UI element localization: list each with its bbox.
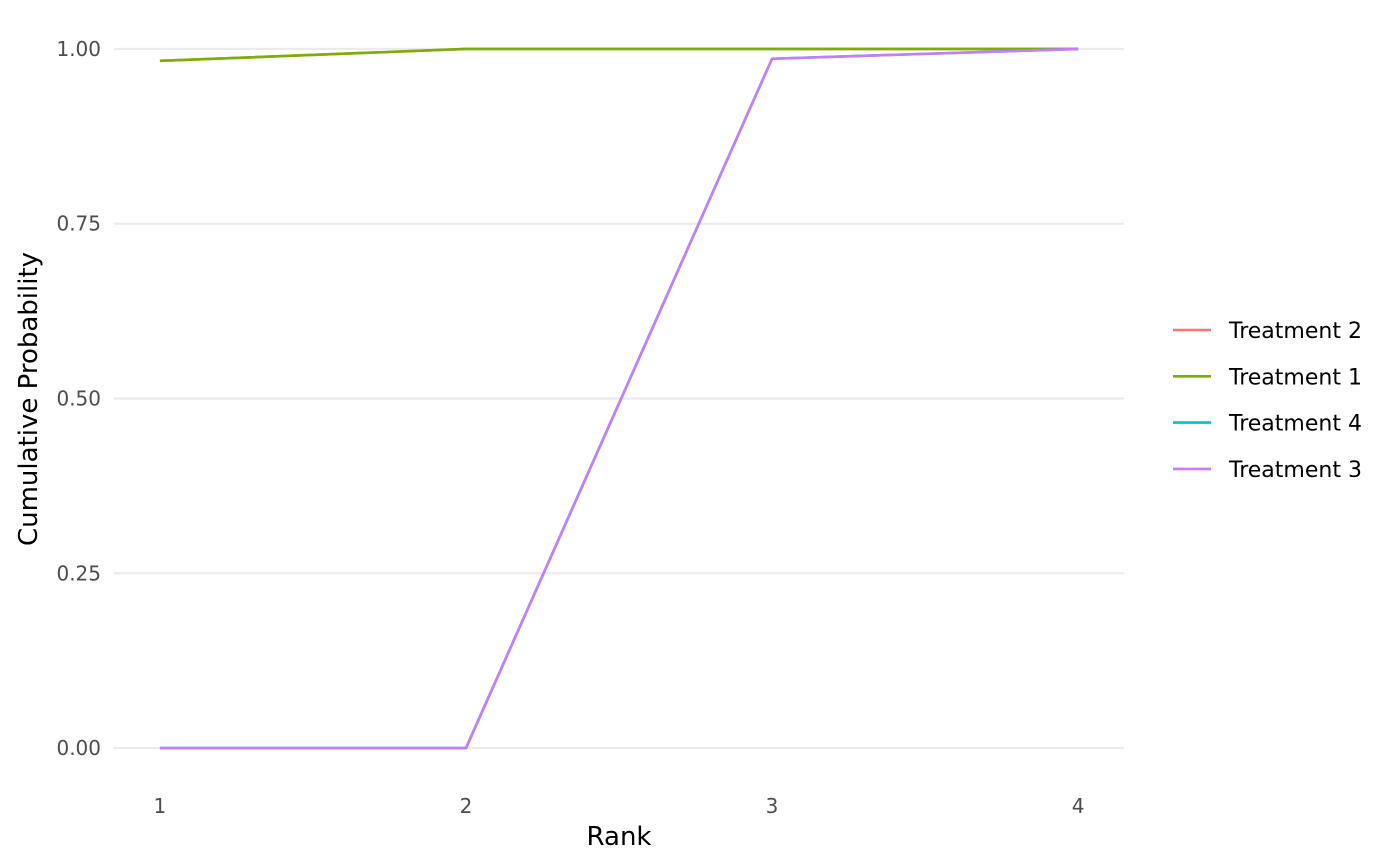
y-tick-label: 0.75: [56, 212, 101, 236]
series-treatment-3: [159, 47, 1079, 750]
legend-label: Treatment 3: [1228, 458, 1362, 483]
x-tick-label: 4: [1072, 794, 1085, 818]
legend-item: Treatment 2: [1173, 319, 1362, 344]
gridlines: [114, 47, 1124, 750]
legend-item: Treatment 1: [1173, 365, 1362, 390]
x-tick-label: 2: [460, 794, 473, 818]
legend-label: Treatment 4: [1228, 412, 1362, 437]
series-line: [159, 47, 1079, 63]
y-tick-label: 0.50: [56, 387, 101, 411]
y-axis-ticks: 0.00 0.25 0.50 0.75 1.00: [56, 37, 101, 760]
legend-item: Treatment 3: [1173, 458, 1362, 483]
legend-label: Treatment 1: [1228, 365, 1362, 390]
y-tick-label: 1.00: [56, 37, 101, 61]
series-lines: [159, 47, 1079, 750]
series-line: [159, 47, 1079, 750]
x-axis-ticks: 1 2 3 4: [154, 794, 1085, 818]
series-treatment-1: [159, 47, 1079, 63]
legend-item: Treatment 4: [1173, 412, 1362, 437]
x-tick-label: 1: [154, 794, 167, 818]
x-axis-title: Rank: [587, 822, 652, 852]
y-tick-label: 0.00: [56, 736, 101, 760]
y-axis-title: Cumulative Probability: [14, 252, 44, 546]
legend-label: Treatment 2: [1228, 319, 1362, 344]
legend: Treatment 2 Treatment 1 Treatment 4 Treatme…: [1173, 319, 1362, 483]
x-tick-label: 3: [766, 794, 779, 818]
y-tick-label: 0.25: [56, 561, 101, 585]
